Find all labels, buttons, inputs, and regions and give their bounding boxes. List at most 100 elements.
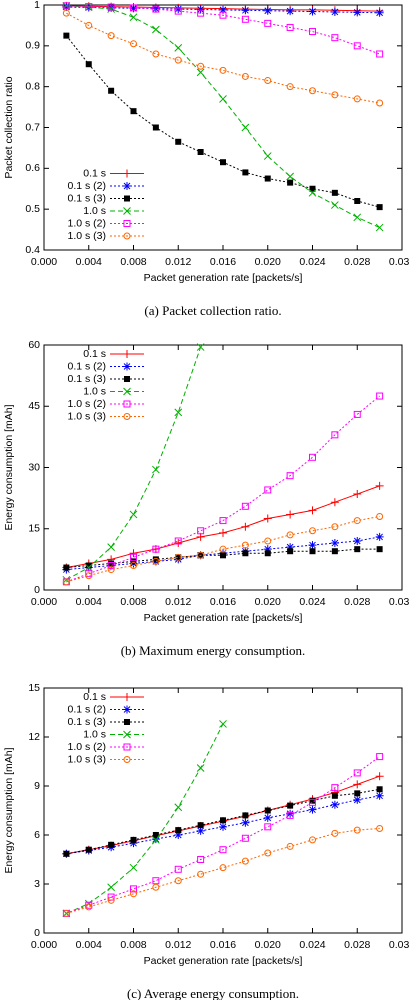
marker <box>175 138 182 145</box>
marker <box>241 522 250 531</box>
marker <box>130 890 137 898</box>
marker <box>286 172 294 181</box>
marker <box>263 6 272 15</box>
legend-label: 1.0 s <box>83 385 106 397</box>
legend-label: 1.0 s (3) <box>67 410 106 422</box>
y-tick-label: 0.6 <box>25 162 40 174</box>
marker <box>175 554 182 561</box>
marker <box>219 864 227 872</box>
legend-label: 1.0 s <box>83 205 106 217</box>
marker <box>286 23 294 31</box>
marker <box>241 502 249 510</box>
marker <box>129 839 138 848</box>
marker <box>62 9 70 17</box>
marker <box>152 545 160 553</box>
marker <box>85 572 93 580</box>
marker <box>107 3 116 12</box>
series-line <box>66 723 224 914</box>
marker <box>331 431 339 439</box>
marker <box>197 551 205 559</box>
x-tick-label: 0.000 <box>31 256 57 268</box>
marker <box>197 9 205 17</box>
marker <box>220 159 226 166</box>
marker <box>353 826 361 834</box>
marker <box>353 769 361 777</box>
marker <box>152 124 159 131</box>
marker <box>353 213 362 222</box>
marker <box>308 188 317 197</box>
legend-label: 1.0 s <box>83 728 106 740</box>
series-line <box>66 5 380 228</box>
marker <box>263 545 272 554</box>
x-tick-label: 0.016 <box>210 596 236 608</box>
marker <box>286 809 295 818</box>
marker <box>174 831 183 839</box>
x-tick-label: 0.004 <box>76 596 102 608</box>
x-tick-label: 0.004 <box>76 939 102 951</box>
marker <box>308 541 317 550</box>
marker <box>286 531 294 539</box>
marker <box>196 343 205 351</box>
marker <box>84 563 93 572</box>
marker <box>331 201 339 209</box>
marker <box>174 56 182 64</box>
marker <box>241 6 250 15</box>
legend-label: 0.1 s <box>83 691 106 703</box>
marker <box>129 4 138 13</box>
marker <box>286 842 294 850</box>
marker <box>353 95 361 103</box>
marker <box>151 835 160 844</box>
x-tick-label: 0.012 <box>165 939 191 951</box>
marker <box>354 198 361 204</box>
x-tick-label: 0.000 <box>31 596 57 608</box>
marker <box>241 857 249 865</box>
x-tick-label: 0.012 <box>165 256 191 268</box>
marker <box>107 5 115 13</box>
marker <box>264 19 272 27</box>
y-tick-label: 15 <box>28 523 40 535</box>
x-tick-label: 0.024 <box>299 939 325 951</box>
marker <box>62 2 70 10</box>
marker <box>330 498 339 507</box>
y-tick-label: 0 <box>34 584 40 596</box>
marker <box>286 510 295 519</box>
marker <box>353 517 361 525</box>
marker <box>286 811 294 819</box>
legend-marker <box>123 220 131 227</box>
marker <box>152 832 159 838</box>
marker <box>330 7 339 16</box>
x-tick-label: 0.032 <box>389 939 409 951</box>
marker <box>85 21 93 29</box>
marker <box>130 40 137 48</box>
marker <box>353 8 362 17</box>
legend-marker <box>123 182 131 190</box>
marker <box>130 108 137 115</box>
marker <box>376 753 384 761</box>
x-tick-label: 0.024 <box>299 256 325 268</box>
marker <box>264 849 272 857</box>
marker <box>309 527 316 535</box>
marker <box>152 25 160 34</box>
series-line <box>65 35 380 208</box>
marker <box>107 32 115 40</box>
marker <box>353 537 362 545</box>
x-tick-label: 0.008 <box>120 256 146 268</box>
marker <box>174 553 182 561</box>
marker <box>263 514 272 523</box>
x-tick-label: 0.016 <box>210 939 236 951</box>
marker <box>174 803 183 812</box>
x-tick-label: 0.012 <box>165 596 191 608</box>
x-tick-label: 0.004 <box>76 256 102 268</box>
marker <box>197 870 205 878</box>
legend-label: 0.1 s <box>83 348 106 360</box>
marker <box>376 204 383 211</box>
marker <box>242 550 249 557</box>
x-axis-label: Packet generation rate [packets/s] <box>144 955 303 967</box>
x-tick-label: 0.016 <box>210 256 236 268</box>
marker <box>331 829 339 837</box>
y-axis-label: Packet collection ratio <box>3 76 15 178</box>
marker <box>375 791 384 800</box>
marker <box>331 548 338 555</box>
marker <box>130 558 137 565</box>
marker <box>220 817 226 824</box>
